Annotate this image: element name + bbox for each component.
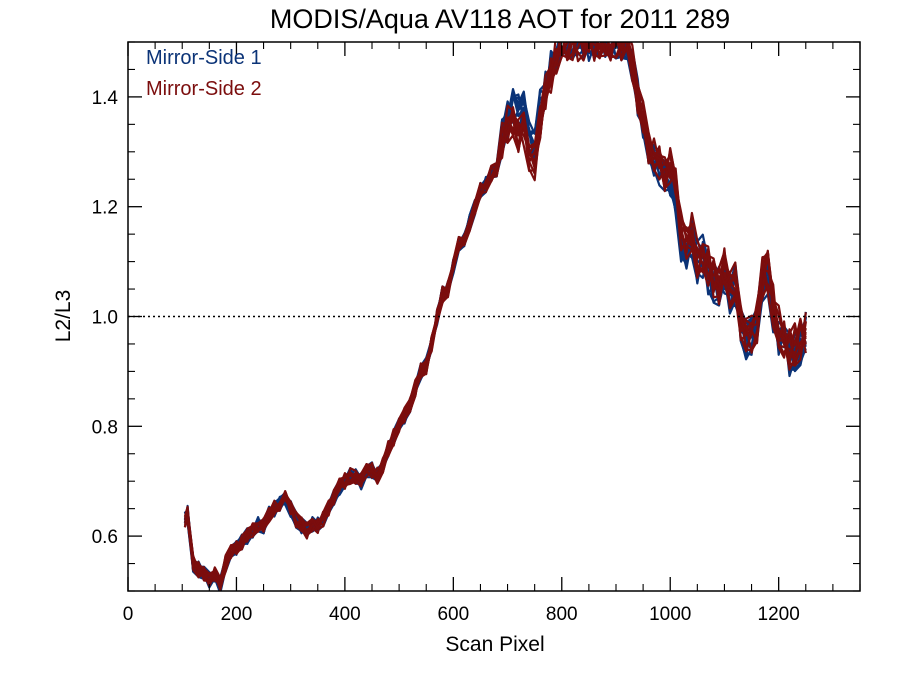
tick-layer: 0 200 400 600 800 1000 1200 0.6 0.8 1.0 1.2 1.4: [92, 41, 861, 625]
series-2-line-10: [183, 42, 807, 584]
x-tick-label: 200: [221, 604, 253, 625]
x-tick-label: 1000: [649, 604, 691, 625]
series-1-line-10: [184, 42, 807, 580]
series-1-line-9: [184, 42, 806, 586]
series-layer: [183, 42, 807, 591]
legend: Mirror-Side 1 Mirror-Side 2: [146, 47, 262, 100]
x-tick-label: 1200: [758, 604, 800, 625]
y-tick-label: 0.8: [92, 417, 118, 438]
x-tick-label: 600: [437, 604, 469, 625]
y-axis-title: L2/L3: [52, 290, 75, 343]
legend-entry-mirror-side-2: Mirror-Side 2: [146, 78, 262, 100]
series-1-line-8: [184, 42, 807, 580]
x-tick-label: 800: [546, 604, 578, 625]
y-tick-label: 1.0: [92, 308, 118, 329]
x-tick-label: 0: [123, 604, 134, 625]
legend-entry-mirror-side-1: Mirror-Side 1: [146, 47, 262, 69]
series-2: [183, 42, 807, 591]
y-tick-label: 0.6: [92, 527, 118, 548]
y-tick-label: 1.4: [92, 88, 119, 109]
x-axis-title: Scan Pixel: [445, 633, 544, 656]
y-tick-label: 1.2: [92, 198, 118, 219]
chart-title: MODIS/Aqua AV118 AOT for 2011 289: [270, 4, 730, 34]
x-tick-label: 400: [329, 604, 361, 625]
